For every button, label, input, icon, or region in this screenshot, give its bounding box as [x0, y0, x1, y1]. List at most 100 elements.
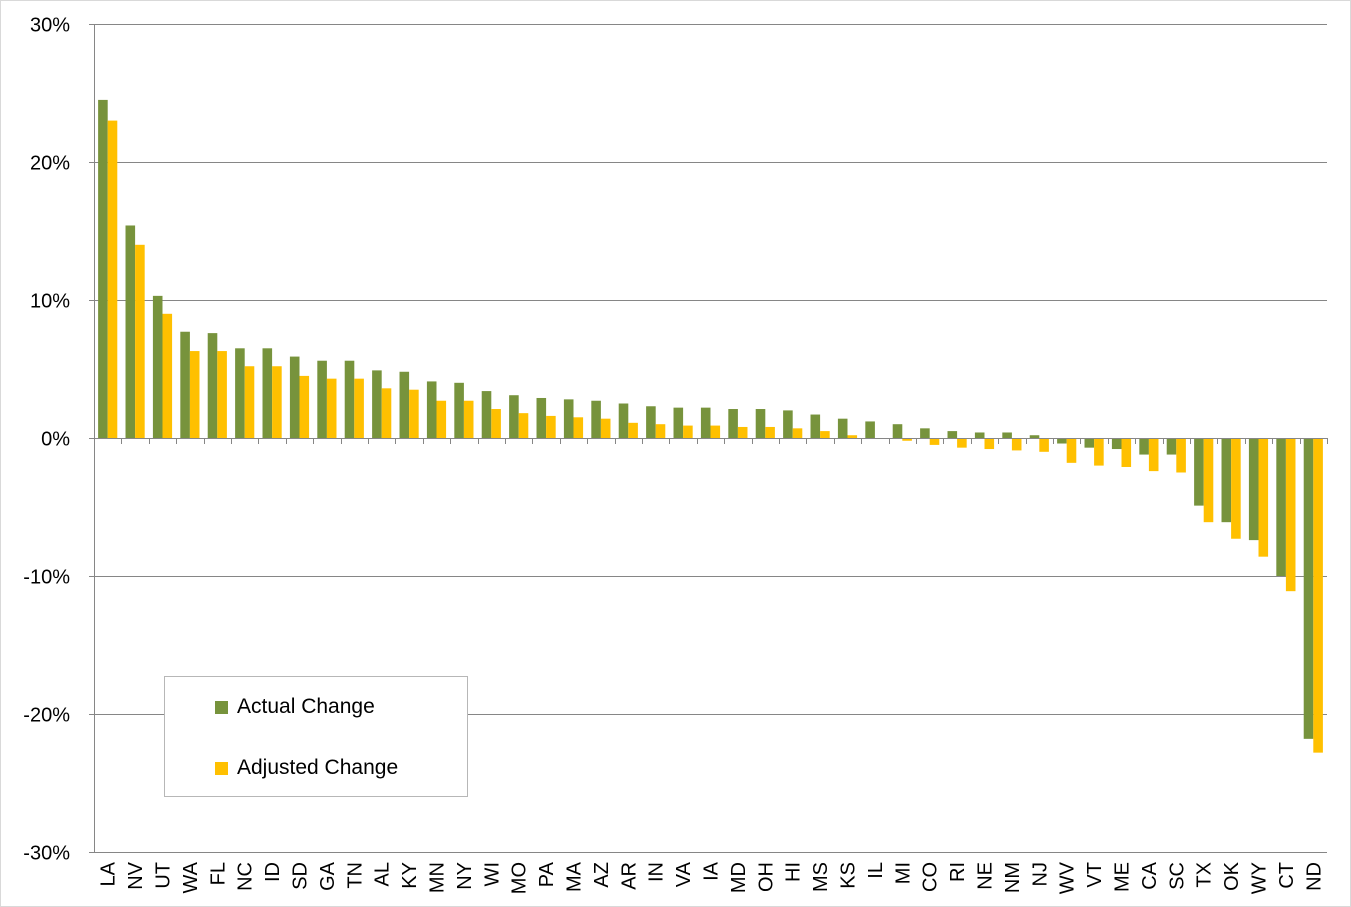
legend-item-actual: Actual Change: [215, 695, 375, 719]
x-tick-label: NV: [125, 861, 147, 889]
bar-actual-il: [865, 421, 875, 438]
x-tick-label: WY: [1249, 862, 1271, 894]
y-tick-label: -30%: [23, 843, 70, 865]
bar-adjusted-pa: [546, 415, 556, 438]
bar-adjusted-la: [107, 120, 118, 438]
x-tick-label: IL: [865, 862, 887, 879]
bar-adjusted-hi: [792, 428, 803, 438]
bar-actual-wa: [180, 331, 190, 438]
bar-adjusted-ks: [847, 435, 858, 438]
x-tick-label: LA: [98, 861, 120, 886]
bar-adjusted-ut: [162, 313, 173, 438]
x-tick-label: ME: [1112, 862, 1134, 892]
x-tick-label: ND: [1303, 862, 1325, 891]
bar-actual-ga: [317, 360, 327, 438]
legend: Actual Change Adjusted Change: [164, 676, 468, 797]
bar-actual-tn: [344, 360, 355, 438]
bar-adjusted-ne: [984, 438, 995, 450]
x-tick-label: KS: [838, 862, 860, 889]
bar-actual-sc: [1166, 438, 1177, 455]
x-tick-label: TN: [344, 862, 366, 889]
bar-actual-mo: [509, 395, 519, 438]
bars: [98, 99, 1323, 753]
x-tick-label: RI: [947, 862, 969, 882]
y-tick-label: -10%: [23, 567, 70, 589]
y-tick-label: 30%: [30, 15, 70, 37]
x-tick-label: PA: [536, 861, 558, 887]
x-tick-label: NE: [975, 862, 997, 890]
bar-actual-ca: [1139, 438, 1149, 455]
y-tick-label: 0%: [41, 429, 70, 451]
bar-adjusted-ri: [957, 438, 967, 448]
bar-adjusted-fl: [217, 351, 227, 438]
bar-actual-me: [1111, 438, 1122, 450]
x-tick-label: AL: [372, 862, 394, 886]
bar-actual-in: [646, 406, 656, 438]
bar-actual-ri: [947, 431, 958, 438]
bar-adjusted-mn: [436, 400, 447, 438]
x-tick-label: AR: [618, 862, 640, 890]
bar-actual-vt: [1084, 438, 1095, 448]
bar-actual-ar: [618, 403, 629, 438]
x-ticks: [94, 438, 1328, 444]
y-tick-labels: -30% -20% -10% 0% 10% 20% 30%: [23, 15, 94, 865]
bar-actual-pa: [536, 397, 547, 438]
bar-adjusted-sc: [1176, 438, 1186, 473]
bar-adjusted-sd: [299, 375, 310, 438]
x-tick-label: WV: [1057, 861, 1079, 894]
x-tick-label: ID: [262, 862, 284, 882]
bar-adjusted-nj: [1039, 438, 1049, 452]
bar-adjusted-az: [600, 418, 611, 438]
bar-adjusted-ma: [573, 417, 584, 438]
bar-actual-wy: [1248, 438, 1259, 541]
bar-actual-ms: [810, 414, 821, 438]
bar-adjusted-wa: [189, 351, 200, 438]
bar-actual-ct: [1276, 438, 1286, 576]
bar-actual-ks: [837, 418, 848, 438]
bar-adjusted-ar: [628, 422, 638, 438]
x-tick-label: IA: [701, 861, 723, 881]
x-tick-labels: LA NV UT WA FL NC ID SD GA TN AL KY MN NY WI MO PA MA AZ AR…: [98, 861, 1326, 894]
bar-adjusted-nc: [244, 366, 255, 438]
x-tick-label: NJ: [1029, 862, 1051, 886]
bar-adjusted-nm: [1011, 438, 1022, 451]
legend-label-adjusted: Adjusted Change: [237, 756, 399, 779]
bar-adjusted-wv: [1066, 438, 1077, 463]
bar-actual-co: [920, 428, 930, 438]
bar-actual-nc: [235, 348, 245, 438]
bar-adjusted-nv: [135, 244, 145, 438]
bar-adjusted-vt: [1094, 438, 1104, 466]
x-tick-label: WI: [481, 862, 503, 886]
bar-actual-id: [262, 348, 273, 438]
x-tick-label: MN: [427, 862, 449, 893]
bar-actual-nv: [125, 225, 136, 438]
bar-adjusted-tn: [354, 378, 364, 438]
bar-adjusted-wi: [491, 409, 501, 438]
x-tick-label: OH: [755, 862, 777, 892]
bar-actual-sd: [289, 356, 300, 438]
bar-actual-tx: [1194, 438, 1204, 506]
bar-actual-la: [98, 99, 108, 439]
bar-adjusted-ga: [326, 378, 337, 438]
bar-actual-ne: [974, 432, 985, 438]
bar-actual-wv: [1057, 438, 1067, 444]
legend-label-actual: Actual Change: [237, 695, 375, 718]
bar-actual-nd: [1303, 438, 1314, 739]
bar-actual-az: [591, 400, 601, 438]
x-tick-label: SC: [1166, 862, 1188, 890]
x-tick-label: MI: [892, 862, 914, 884]
x-tick-label: SD: [290, 862, 312, 890]
x-tick-label: IN: [646, 862, 668, 882]
bar-actual-nm: [1002, 432, 1012, 438]
bar-adjusted-in: [655, 424, 666, 438]
x-tick-label: AZ: [591, 862, 613, 888]
bar-adjusted-wy: [1258, 438, 1269, 557]
x-tick-label: GA: [317, 861, 339, 891]
y-tick-label: 20%: [30, 153, 70, 175]
bar-actual-al: [372, 370, 382, 438]
legend-swatch-adjusted: [215, 761, 228, 775]
x-tick-label: TX: [1194, 862, 1216, 888]
bar-adjusted-oh: [765, 426, 775, 438]
x-tick-label: HI: [783, 862, 805, 882]
